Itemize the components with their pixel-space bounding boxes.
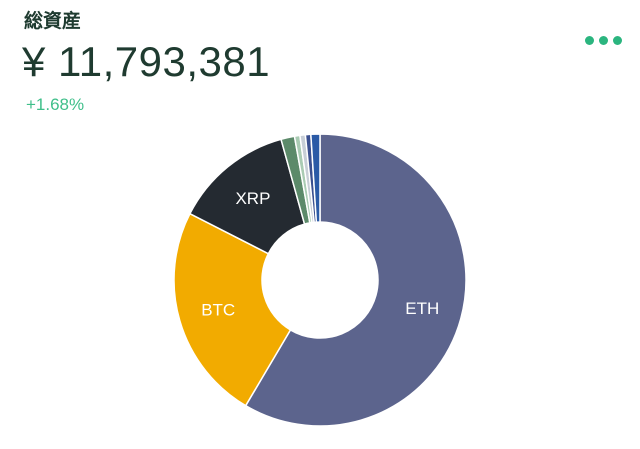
page-title: 総資産 <box>24 10 82 32</box>
more-dots-icon[interactable] <box>585 36 622 45</box>
dot <box>585 36 594 45</box>
slice-label-xrp: XRP <box>235 189 270 208</box>
slice-label-btc: BTC <box>201 301 235 320</box>
change-percentage: +1.68% <box>26 95 85 114</box>
donut-slice-eth[interactable] <box>244 133 467 427</box>
slice-label-eth: ETH <box>405 299 439 318</box>
dot <box>599 36 608 45</box>
dot <box>613 36 622 45</box>
donut-slice-btc[interactable] <box>173 212 292 407</box>
donut-slice-xrp[interactable] <box>188 138 306 255</box>
total-assets-value: ¥ 11,793,381 <box>22 38 271 85</box>
donut-slice-minor-7[interactable] <box>310 133 321 223</box>
donut-svg: ETH BTC XRP <box>173 133 467 427</box>
asset-donut-chart: ETH BTC XRP <box>160 130 480 430</box>
